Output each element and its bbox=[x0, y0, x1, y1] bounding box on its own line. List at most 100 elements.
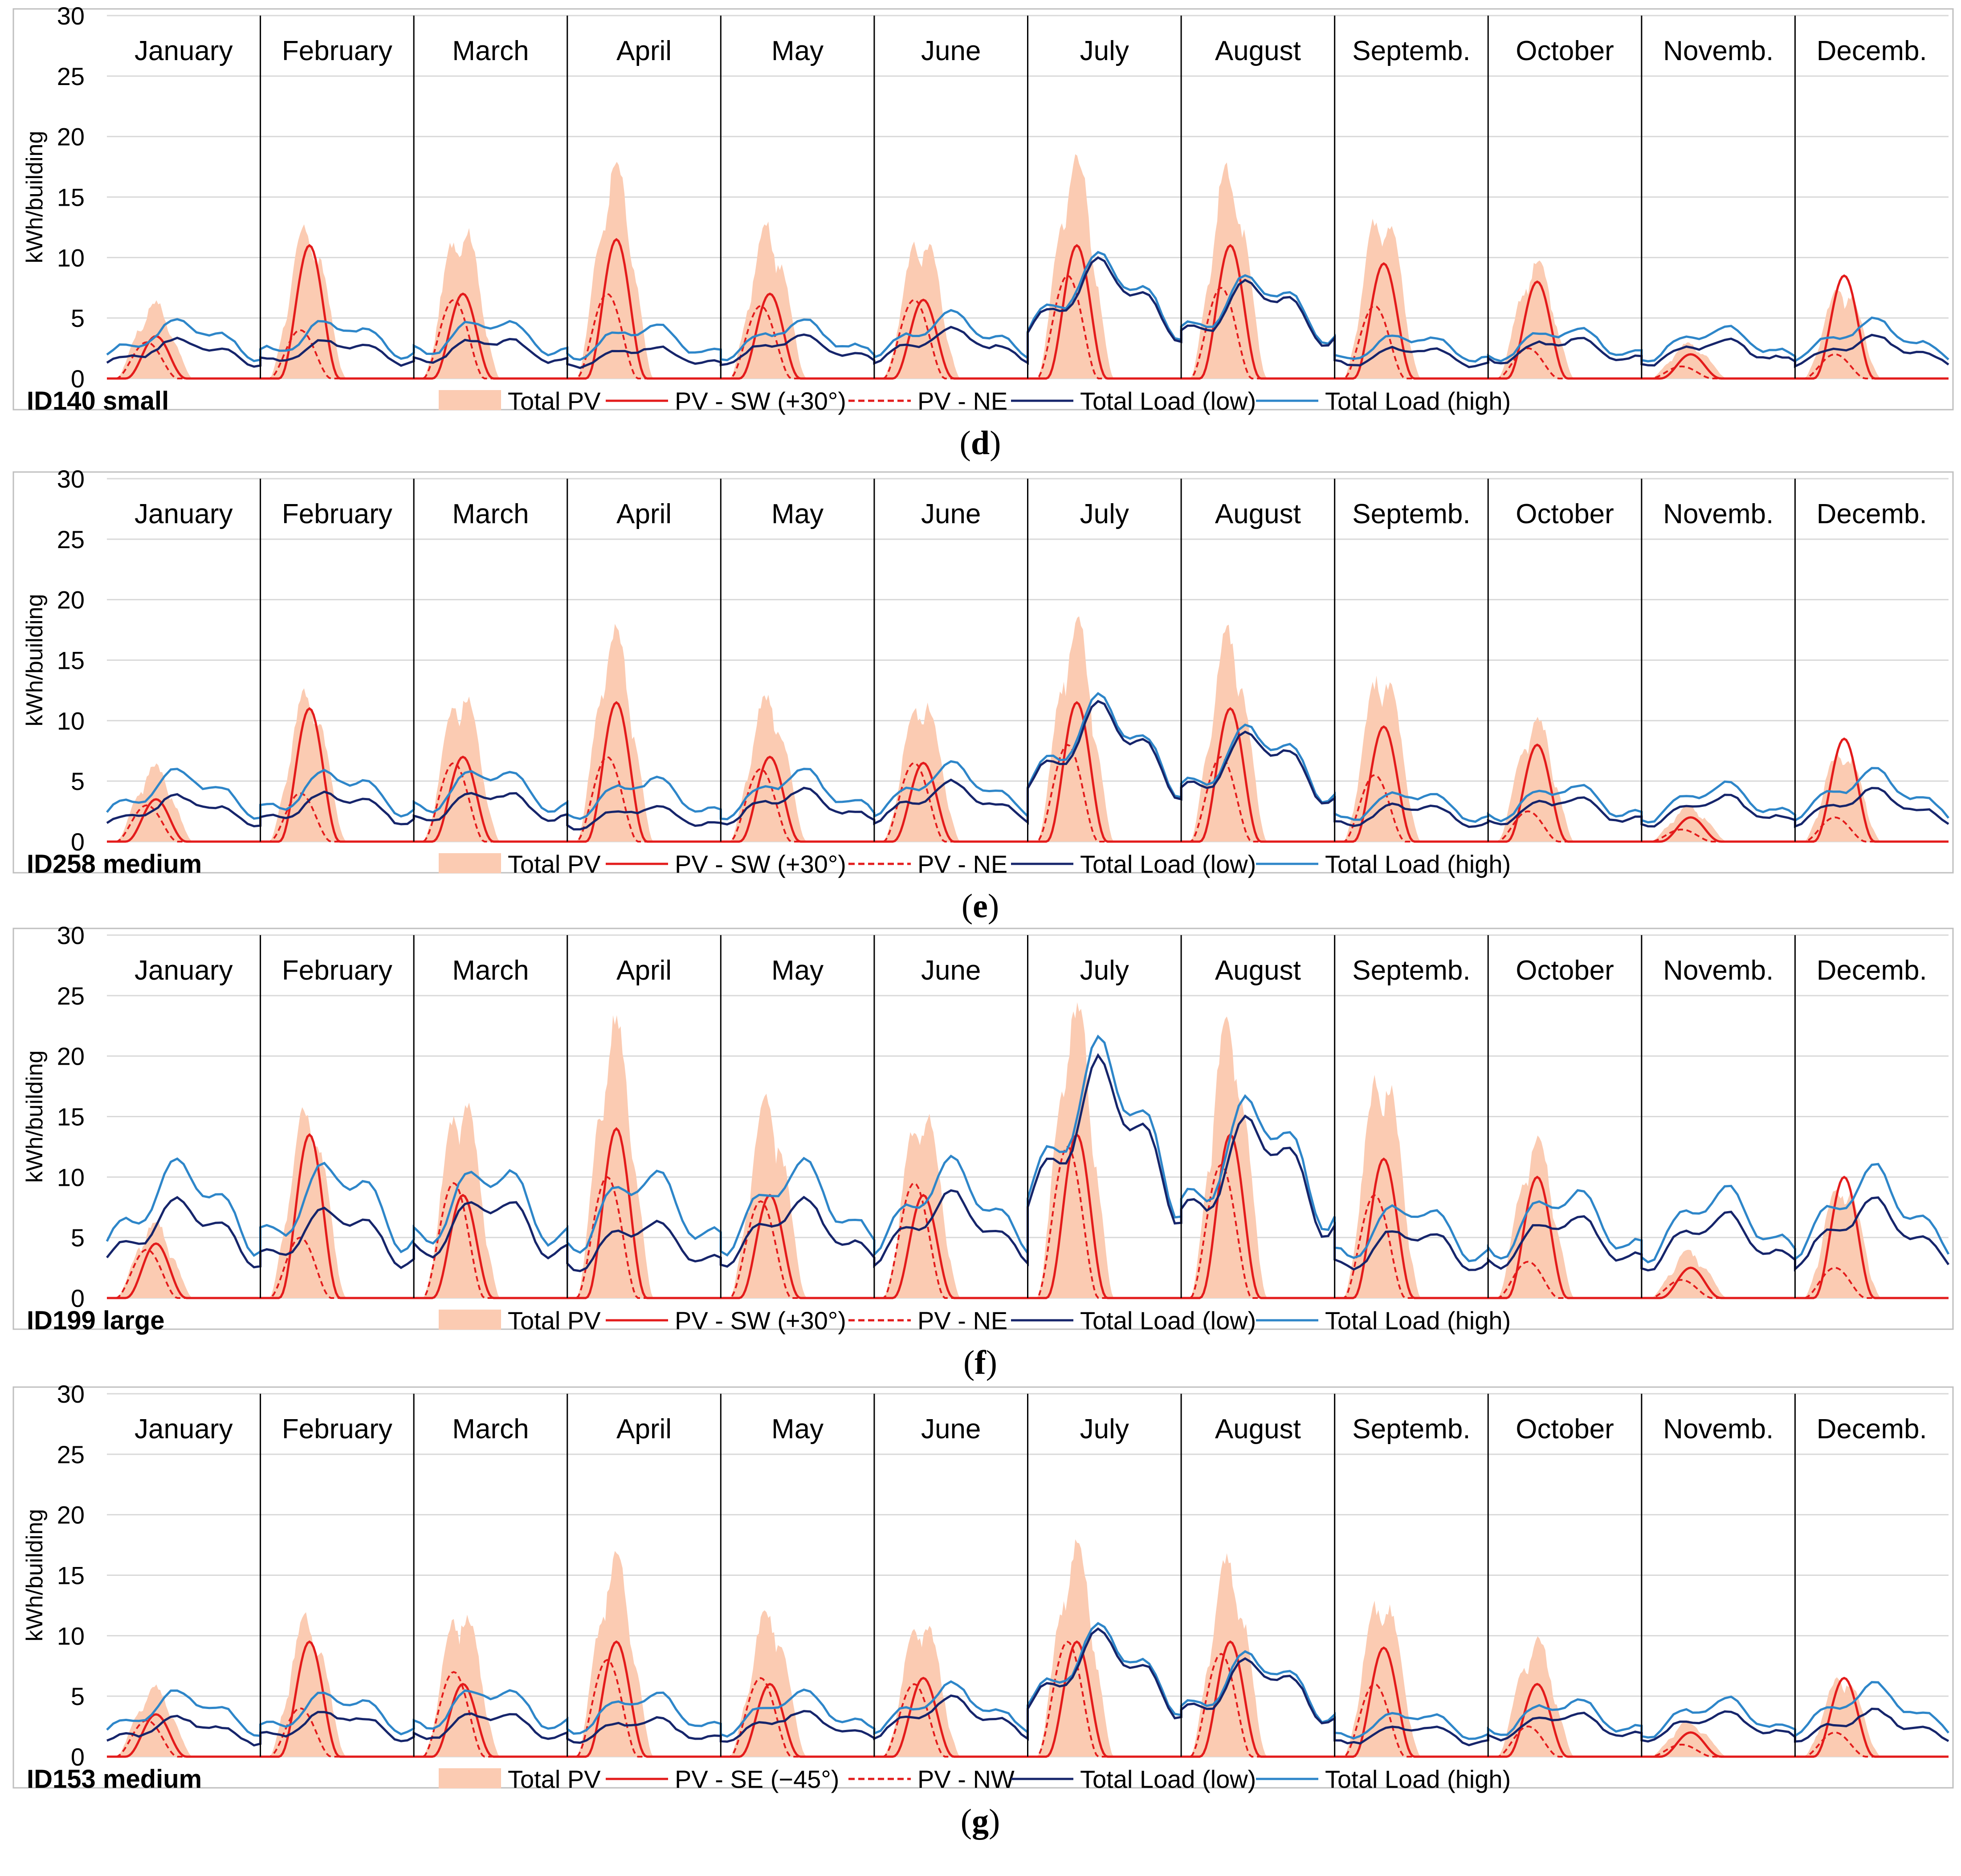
y-tick-label: 25 bbox=[57, 62, 85, 90]
month-label: Novemb. bbox=[1663, 955, 1773, 986]
y-tick-label: 5 bbox=[71, 1682, 85, 1710]
y-tick-label: 15 bbox=[57, 1562, 85, 1590]
legend-label: Total Load (high) bbox=[1325, 1765, 1511, 1793]
month-label: May bbox=[771, 499, 824, 529]
y-axis-label: kWh/building bbox=[22, 1509, 48, 1642]
legend-label: PV - SE (−45°) bbox=[675, 1765, 839, 1793]
month-label: June bbox=[921, 955, 981, 986]
y-tick-label: 15 bbox=[57, 647, 85, 675]
month-label: Decemb. bbox=[1817, 36, 1927, 66]
y-tick-label: 10 bbox=[57, 1163, 85, 1191]
y-tick-label: 20 bbox=[57, 1042, 85, 1070]
month-label: Novemb. bbox=[1663, 36, 1773, 66]
legend-label: Total Load (high) bbox=[1325, 387, 1511, 415]
legend-label: Total Load (low) bbox=[1080, 1765, 1256, 1793]
month-label: Decemb. bbox=[1817, 499, 1927, 529]
month-label: May bbox=[771, 955, 824, 986]
month-label: January bbox=[135, 499, 233, 529]
y-tick-label: 30 bbox=[57, 465, 85, 493]
chart-frame bbox=[12, 928, 1954, 1330]
y-tick-label: 0 bbox=[71, 1284, 85, 1312]
month-label: Septemb. bbox=[1352, 955, 1470, 986]
month-label: February bbox=[282, 36, 392, 66]
building-label: ID258 medium bbox=[27, 850, 202, 879]
month-label: January bbox=[135, 36, 233, 66]
legend-swatch-total-pv bbox=[439, 1310, 501, 1330]
building-label: ID153 medium bbox=[27, 1765, 202, 1794]
legend-label: Total PV bbox=[508, 850, 601, 878]
legend-label: Total Load (high) bbox=[1325, 850, 1511, 878]
y-tick-label: 25 bbox=[57, 982, 85, 1010]
month-label: Septemb. bbox=[1352, 499, 1470, 529]
legend-label: PV - NE bbox=[917, 850, 1007, 878]
series-total-pv-area bbox=[116, 154, 1881, 378]
month-label: July bbox=[1080, 955, 1129, 986]
chart-frame bbox=[12, 8, 1954, 411]
y-tick-label: 20 bbox=[57, 123, 85, 151]
y-tick-label: 5 bbox=[71, 767, 85, 795]
legend-label: Total PV bbox=[508, 1765, 601, 1793]
chart-panel-g: 0 5 10 15 20 25 30 kWh/building January February M… bbox=[12, 1380, 1954, 1840]
month-label: Novemb. bbox=[1663, 499, 1773, 529]
legend-label: PV - NE bbox=[917, 387, 1007, 415]
month-label: March bbox=[452, 1414, 529, 1445]
month-label: August bbox=[1215, 1414, 1301, 1445]
month-label: Septemb. bbox=[1352, 36, 1470, 66]
month-label: July bbox=[1080, 499, 1129, 529]
legend-swatch-total-pv bbox=[439, 390, 501, 410]
month-label: October bbox=[1516, 499, 1614, 529]
month-label: March bbox=[452, 955, 529, 986]
legend-label: Total Load (low) bbox=[1080, 1306, 1256, 1335]
month-label: February bbox=[282, 955, 392, 986]
panel-letter: (g) bbox=[961, 1803, 1000, 1840]
y-tick-label: 25 bbox=[57, 525, 85, 553]
panel-letter: (d) bbox=[960, 424, 1001, 462]
month-label: July bbox=[1080, 1414, 1129, 1445]
legend-label: Total Load (high) bbox=[1325, 1306, 1511, 1335]
legend-label: Total Load (low) bbox=[1080, 850, 1256, 878]
y-tick-label: 25 bbox=[57, 1441, 85, 1469]
y-tick-label: 20 bbox=[57, 586, 85, 614]
series-total-pv-area bbox=[116, 1539, 1881, 1757]
y-tick-label: 10 bbox=[57, 707, 85, 735]
legend-label: Total Load (low) bbox=[1080, 387, 1256, 415]
building-label: ID140 small bbox=[27, 387, 169, 415]
y-tick-label: 15 bbox=[57, 183, 85, 212]
legend-label: PV - NE bbox=[917, 1306, 1007, 1335]
month-label: August bbox=[1215, 499, 1301, 529]
month-label: June bbox=[921, 36, 981, 66]
y-axis-label: kWh/building bbox=[22, 1050, 48, 1183]
month-label: February bbox=[282, 499, 392, 529]
month-label: March bbox=[452, 499, 529, 529]
month-label: October bbox=[1516, 36, 1614, 66]
month-label: June bbox=[921, 1414, 981, 1445]
series-total-pv-area bbox=[116, 616, 1881, 842]
month-label: April bbox=[616, 499, 672, 529]
month-label: May bbox=[771, 1414, 824, 1445]
panel-letter: (f) bbox=[963, 1344, 997, 1381]
month-label: April bbox=[616, 1414, 672, 1445]
y-tick-label: 0 bbox=[71, 828, 85, 856]
month-label: June bbox=[921, 499, 981, 529]
legend-label: PV - NW bbox=[917, 1765, 1015, 1793]
series-total-pv-area bbox=[116, 1002, 1881, 1298]
building-label: ID199 large bbox=[27, 1306, 165, 1335]
panel-letter: (e) bbox=[962, 887, 999, 925]
legend-label: Total PV bbox=[508, 387, 601, 415]
month-label: August bbox=[1215, 36, 1301, 66]
month-label: February bbox=[282, 1414, 392, 1445]
y-tick-label: 10 bbox=[57, 1622, 85, 1650]
chart-panel-f: 0 5 10 15 20 25 30 kWh/building January February M… bbox=[12, 921, 1954, 1381]
month-label: Septemb. bbox=[1352, 1414, 1470, 1445]
legend-label: PV - SW (+30°) bbox=[675, 387, 846, 415]
month-label: May bbox=[771, 36, 824, 66]
month-label: August bbox=[1215, 955, 1301, 986]
month-label: October bbox=[1516, 955, 1614, 986]
y-axis-label: kWh/building bbox=[22, 131, 48, 264]
legend-label: PV - SW (+30°) bbox=[675, 850, 846, 878]
month-label: March bbox=[452, 36, 529, 66]
month-label: October bbox=[1516, 1414, 1614, 1445]
y-axis-label: kWh/building bbox=[22, 594, 48, 727]
chart-panel-e: 0 5 10 15 20 25 30 kWh/building January February M… bbox=[12, 465, 1954, 925]
